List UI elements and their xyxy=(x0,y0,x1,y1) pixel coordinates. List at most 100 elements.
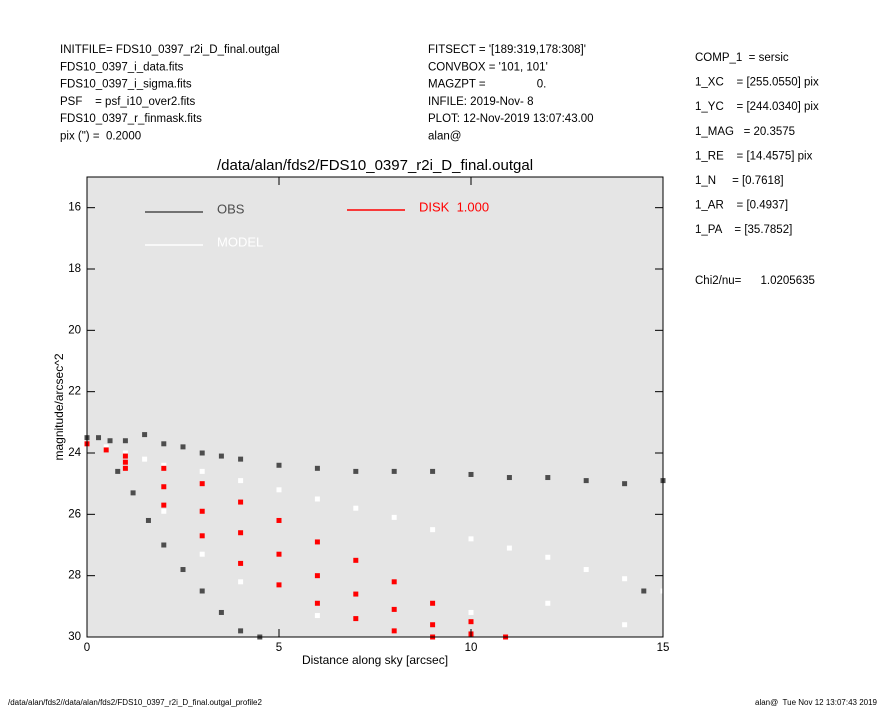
header-line: pix (") = 0.2000 xyxy=(60,131,141,143)
point xyxy=(314,539,320,545)
y-tick-label: 28 xyxy=(68,570,81,582)
legend-label: DISK 1.000 xyxy=(419,199,489,214)
point xyxy=(391,628,397,634)
point xyxy=(314,465,320,471)
point xyxy=(199,508,205,514)
y-axis-label: magnitude/arcsec^2 xyxy=(52,353,66,460)
y-tick-label: 24 xyxy=(68,447,81,459)
point xyxy=(218,609,224,615)
point xyxy=(276,551,282,557)
y-tick-label: 20 xyxy=(68,324,81,336)
point xyxy=(199,533,205,539)
point xyxy=(238,579,244,585)
point xyxy=(391,468,397,474)
point xyxy=(238,478,244,484)
point xyxy=(276,582,282,588)
point xyxy=(161,484,167,490)
point xyxy=(468,536,474,542)
point xyxy=(353,616,359,622)
legend-label: OBS xyxy=(217,201,245,216)
point xyxy=(238,560,244,566)
fit-parameter: COMP_1 = sersic xyxy=(695,52,789,64)
point xyxy=(468,471,474,477)
point xyxy=(122,459,128,465)
y-tick-label: 30 xyxy=(68,631,81,643)
point xyxy=(122,465,128,471)
header-line: CONVBOX = '101, 101' xyxy=(428,61,548,73)
point xyxy=(430,600,436,606)
point xyxy=(545,554,551,560)
header-line: FITSECT = '[189:319,178:308]' xyxy=(428,44,586,56)
point xyxy=(161,465,167,471)
point xyxy=(161,462,167,468)
point xyxy=(130,490,136,496)
x-tick-label: 0 xyxy=(84,642,90,654)
header-line: INITFILE= FDS10_0397_r2i_D_final.outgal xyxy=(60,44,280,56)
point xyxy=(353,505,359,511)
point xyxy=(583,478,589,484)
footer-right: alan@ Tue Nov 12 13:07:43 2019 xyxy=(755,698,878,707)
fit-parameter: 1_AR = [0.4937] xyxy=(695,200,788,212)
point xyxy=(115,468,121,474)
point xyxy=(391,606,397,612)
point xyxy=(468,619,474,625)
point xyxy=(122,438,128,444)
y-tick-label: 18 xyxy=(68,263,81,275)
x-tick-label: 5 xyxy=(276,642,282,654)
point xyxy=(468,609,474,615)
chi2: Chi2/nu= 1.0205635 xyxy=(695,275,815,287)
point xyxy=(430,468,436,474)
point xyxy=(161,508,167,514)
point xyxy=(353,468,359,474)
fit-parameter: 1_PA = [35.7852] xyxy=(695,224,792,236)
point xyxy=(545,475,551,481)
point xyxy=(391,579,397,585)
point xyxy=(314,496,320,502)
point xyxy=(103,444,109,450)
point xyxy=(238,628,244,634)
plot-frame xyxy=(86,176,664,638)
x-axis-label: Distance along sky [arcsec] xyxy=(302,653,448,667)
fit-parameter: 1_YC = [244.0340] pix xyxy=(695,101,819,113)
point xyxy=(180,444,186,450)
header-line: FDS10_0397_r_finmask.fits xyxy=(60,113,202,125)
point xyxy=(107,438,113,444)
point xyxy=(238,530,244,536)
y-tick-label: 16 xyxy=(68,202,81,214)
point xyxy=(199,551,205,557)
point xyxy=(161,441,167,447)
footer-left: /data/alan/fds2//data/alan/fds2/FDS10_03… xyxy=(8,698,263,707)
point xyxy=(276,517,282,523)
point xyxy=(276,462,282,468)
header-line: FDS10_0397_i_data.fits xyxy=(60,61,184,73)
point xyxy=(391,514,397,520)
point xyxy=(161,542,167,548)
fit-parameter: 1_RE = [14.4575] pix xyxy=(695,150,813,162)
header-line: PLOT: 12-Nov-2019 13:07:43.00 xyxy=(428,113,594,125)
point xyxy=(145,517,151,523)
y-tick-label: 26 xyxy=(68,508,81,520)
header-line: FDS10_0397_i_sigma.fits xyxy=(60,79,192,91)
point xyxy=(314,613,320,619)
header-line: alan@ xyxy=(428,131,461,143)
header-line: MAGZPT = 0. xyxy=(428,79,546,91)
point xyxy=(430,622,436,628)
point xyxy=(353,557,359,563)
point xyxy=(180,567,186,573)
point xyxy=(622,622,628,628)
point xyxy=(622,576,628,582)
point xyxy=(506,475,512,481)
point xyxy=(161,502,167,508)
point xyxy=(199,468,205,474)
point xyxy=(238,499,244,505)
point xyxy=(122,450,128,456)
plot-background xyxy=(87,177,663,637)
point xyxy=(199,481,205,487)
chart-title: /data/alan/fds2/FDS10_0397_r2i_D_final.o… xyxy=(217,157,533,174)
point xyxy=(199,450,205,456)
point xyxy=(218,453,224,459)
legend-label: MODEL xyxy=(217,234,263,249)
x-tick-label: 10 xyxy=(465,642,478,654)
point xyxy=(583,567,589,573)
